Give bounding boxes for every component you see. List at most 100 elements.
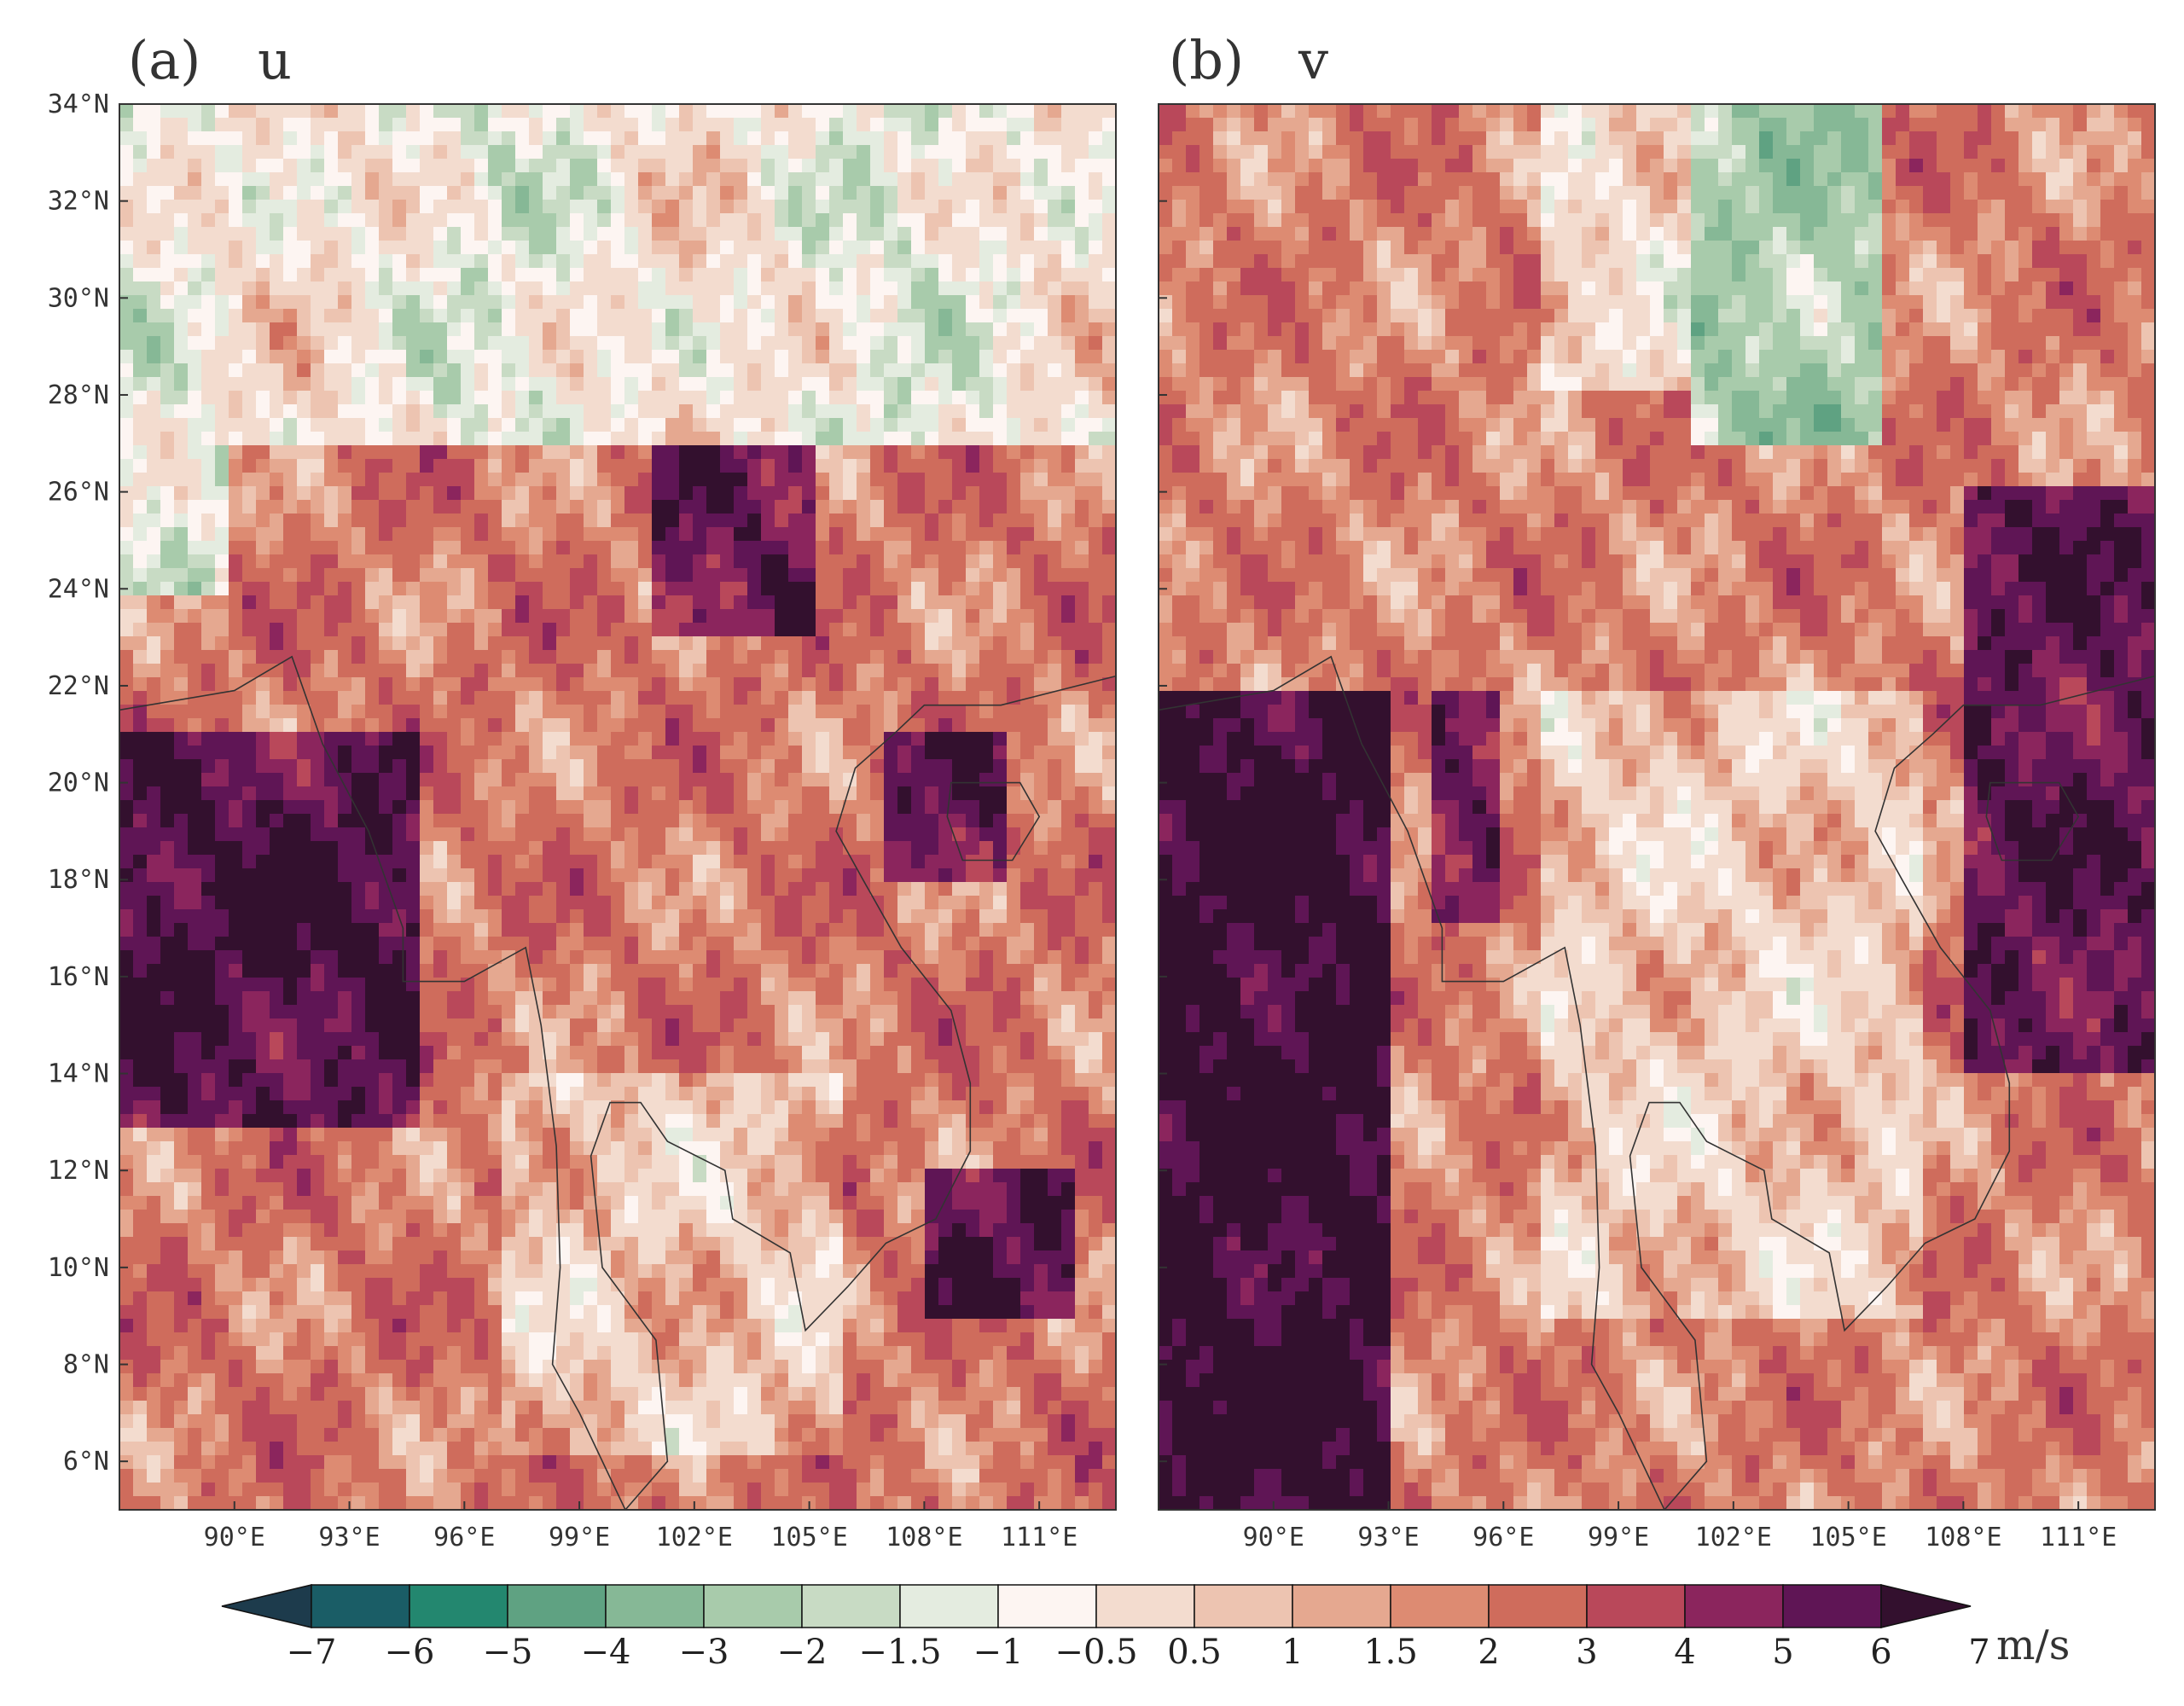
field-cell xyxy=(652,650,666,664)
field-cell xyxy=(447,350,462,364)
field-cell xyxy=(215,459,229,473)
field-cell xyxy=(802,909,816,924)
field-cell xyxy=(679,186,694,200)
field-cell xyxy=(802,418,816,432)
field-cell xyxy=(160,514,175,528)
field-cell xyxy=(665,514,680,528)
field-cell xyxy=(242,391,257,405)
field-cell xyxy=(884,786,898,801)
field-cell xyxy=(925,950,939,965)
field-cell xyxy=(624,691,639,705)
field-cell xyxy=(201,609,216,624)
field-cell xyxy=(884,363,898,378)
field-cell xyxy=(338,404,352,419)
field-cell xyxy=(1102,159,1116,173)
field-cell xyxy=(406,241,421,255)
field-cell xyxy=(543,418,557,432)
field-cell xyxy=(297,732,311,746)
field-cell xyxy=(734,118,748,132)
field-cell xyxy=(597,705,612,719)
field-cell xyxy=(488,923,502,937)
field-cell xyxy=(706,664,721,678)
field-cell xyxy=(925,486,939,501)
field-cell xyxy=(324,1005,339,1019)
field-cell xyxy=(1075,295,1089,310)
field-cell xyxy=(938,131,953,146)
field-cell xyxy=(734,213,748,228)
field-cell xyxy=(1089,268,1103,282)
field-cell xyxy=(1007,582,1021,596)
field-cell xyxy=(665,664,680,678)
field-cell xyxy=(624,186,639,200)
field-cell xyxy=(1075,104,1089,119)
field-cell xyxy=(570,159,584,173)
field-cell xyxy=(734,978,748,992)
field-cell xyxy=(1102,554,1116,569)
field-cell xyxy=(761,363,775,378)
field-cell xyxy=(611,923,625,937)
field-cell xyxy=(1075,159,1089,173)
field-cell xyxy=(966,855,980,869)
field-cell xyxy=(652,896,666,910)
field-cell xyxy=(556,1005,571,1019)
field-cell xyxy=(201,500,216,514)
field-cell xyxy=(597,200,612,214)
field-cell xyxy=(938,241,953,255)
field-cell xyxy=(543,746,557,760)
field-cell xyxy=(952,268,967,282)
field-cell xyxy=(870,568,885,583)
field-cell xyxy=(897,705,912,719)
field-cell xyxy=(420,868,434,883)
field-cell xyxy=(529,650,543,664)
field-cell xyxy=(816,950,830,965)
field-cell xyxy=(1020,336,1035,351)
field-cell xyxy=(1007,377,1021,392)
field-cell xyxy=(1102,786,1116,801)
field-cell xyxy=(624,213,639,228)
field-cell xyxy=(652,677,666,692)
field-cell xyxy=(515,841,530,856)
field-cell xyxy=(706,418,721,432)
field-cell xyxy=(624,200,639,214)
field-cell xyxy=(188,145,202,160)
field-cell xyxy=(993,568,1008,583)
field-cell xyxy=(1007,200,1021,214)
field-cell xyxy=(488,514,502,528)
field-cell xyxy=(816,609,830,624)
field-cell xyxy=(979,896,994,910)
field-cell xyxy=(256,295,270,310)
field-cell xyxy=(515,568,530,583)
field-cell xyxy=(870,213,885,228)
field-cell xyxy=(925,650,939,664)
field-cell xyxy=(1089,759,1103,774)
field-cell xyxy=(1089,336,1103,351)
field-cell xyxy=(979,350,994,364)
field-cell xyxy=(857,937,871,951)
field-cell xyxy=(1020,827,1035,842)
field-cell xyxy=(788,1005,803,1019)
field-cell xyxy=(256,773,270,787)
field-cell xyxy=(338,445,352,460)
field-cell xyxy=(147,677,161,692)
field-cell xyxy=(693,172,707,187)
field-cell xyxy=(474,595,489,610)
field-cell xyxy=(584,909,598,924)
field-cell xyxy=(488,486,502,501)
field-cell xyxy=(147,186,161,200)
field-cell xyxy=(611,595,625,610)
field-cell xyxy=(351,309,366,323)
field-cell xyxy=(720,336,735,351)
field-cell xyxy=(133,473,148,487)
field-cell xyxy=(433,882,448,897)
field-cell xyxy=(843,554,857,569)
field-cell xyxy=(597,896,612,910)
field-cell xyxy=(788,609,803,624)
field-cell xyxy=(747,459,762,473)
field-cell xyxy=(638,937,653,951)
field-cell xyxy=(283,568,298,583)
field-cell xyxy=(502,514,516,528)
field-cell xyxy=(392,268,407,282)
field-cell xyxy=(406,991,421,1006)
field-cell xyxy=(966,418,980,432)
field-cell xyxy=(665,978,680,992)
